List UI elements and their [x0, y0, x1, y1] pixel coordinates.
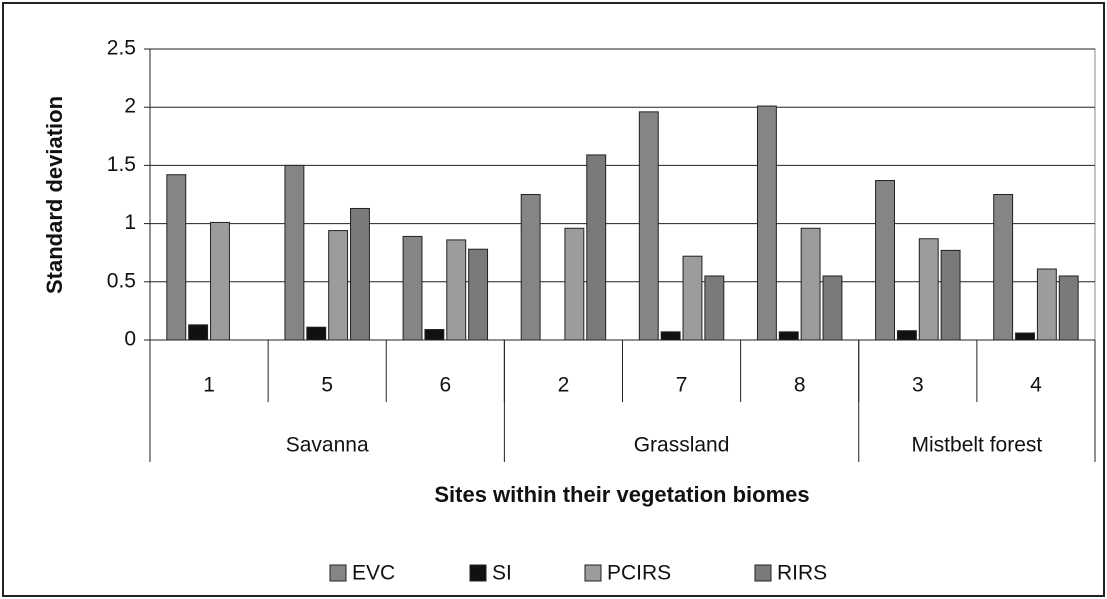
x-tick-label: 2 — [558, 374, 570, 397]
bar — [993, 194, 1014, 341]
bar — [896, 330, 917, 341]
bar — [778, 331, 799, 341]
y-tick-label: 0 — [124, 328, 136, 351]
legend-swatch — [584, 564, 602, 582]
x-tick-label: 7 — [676, 374, 688, 397]
y-tick-label: 2.5 — [107, 37, 136, 60]
bar — [402, 235, 423, 341]
bar — [564, 227, 585, 341]
bar — [756, 105, 777, 341]
x-tick-label: 4 — [1030, 374, 1042, 397]
bar — [306, 326, 327, 341]
y-tick-label: 2 — [124, 95, 136, 118]
bar — [660, 331, 681, 341]
x-tick-label: 6 — [439, 374, 451, 397]
y-tick-label: 0.5 — [107, 269, 136, 292]
bar — [284, 164, 305, 341]
bar — [424, 329, 445, 341]
y-tick-label: 1 — [124, 211, 136, 234]
bar — [875, 180, 895, 341]
bar — [328, 230, 349, 341]
bar — [1015, 332, 1035, 341]
y-tick-label: 1.5 — [107, 153, 136, 176]
legend-swatch — [329, 564, 347, 582]
bar — [704, 275, 725, 341]
bar — [800, 227, 821, 341]
legend-label: SI — [492, 562, 512, 585]
legend-swatch — [754, 564, 772, 582]
group-label: Savanna — [286, 434, 369, 457]
bar — [520, 194, 541, 341]
legend-label: RIRS — [777, 562, 827, 585]
y-axis-title: Standard deviation — [42, 96, 67, 294]
bar — [468, 248, 489, 341]
bar — [446, 239, 467, 341]
bar — [586, 154, 607, 341]
bar — [210, 221, 230, 341]
bar — [1036, 268, 1057, 341]
bar — [682, 255, 703, 341]
bar — [822, 275, 843, 341]
bar — [1058, 275, 1079, 341]
legend-label: PCIRS — [607, 562, 671, 585]
x-tick-label: 8 — [794, 374, 806, 397]
legend-label: EVC — [352, 562, 395, 585]
bar — [918, 238, 939, 341]
legend-swatch — [469, 564, 487, 582]
bar — [166, 174, 187, 341]
bar — [638, 111, 659, 341]
x-tick-label: 5 — [321, 374, 333, 397]
x-tick-label: 1 — [203, 374, 215, 397]
bar — [940, 249, 961, 341]
group-label: Grassland — [634, 434, 730, 457]
x-axis-title: Sites within their vegetation biomes — [434, 482, 809, 507]
bar — [188, 324, 209, 341]
bar — [350, 207, 370, 341]
x-tick-label: 3 — [912, 374, 924, 397]
group-label: Mistbelt forest — [912, 434, 1043, 457]
